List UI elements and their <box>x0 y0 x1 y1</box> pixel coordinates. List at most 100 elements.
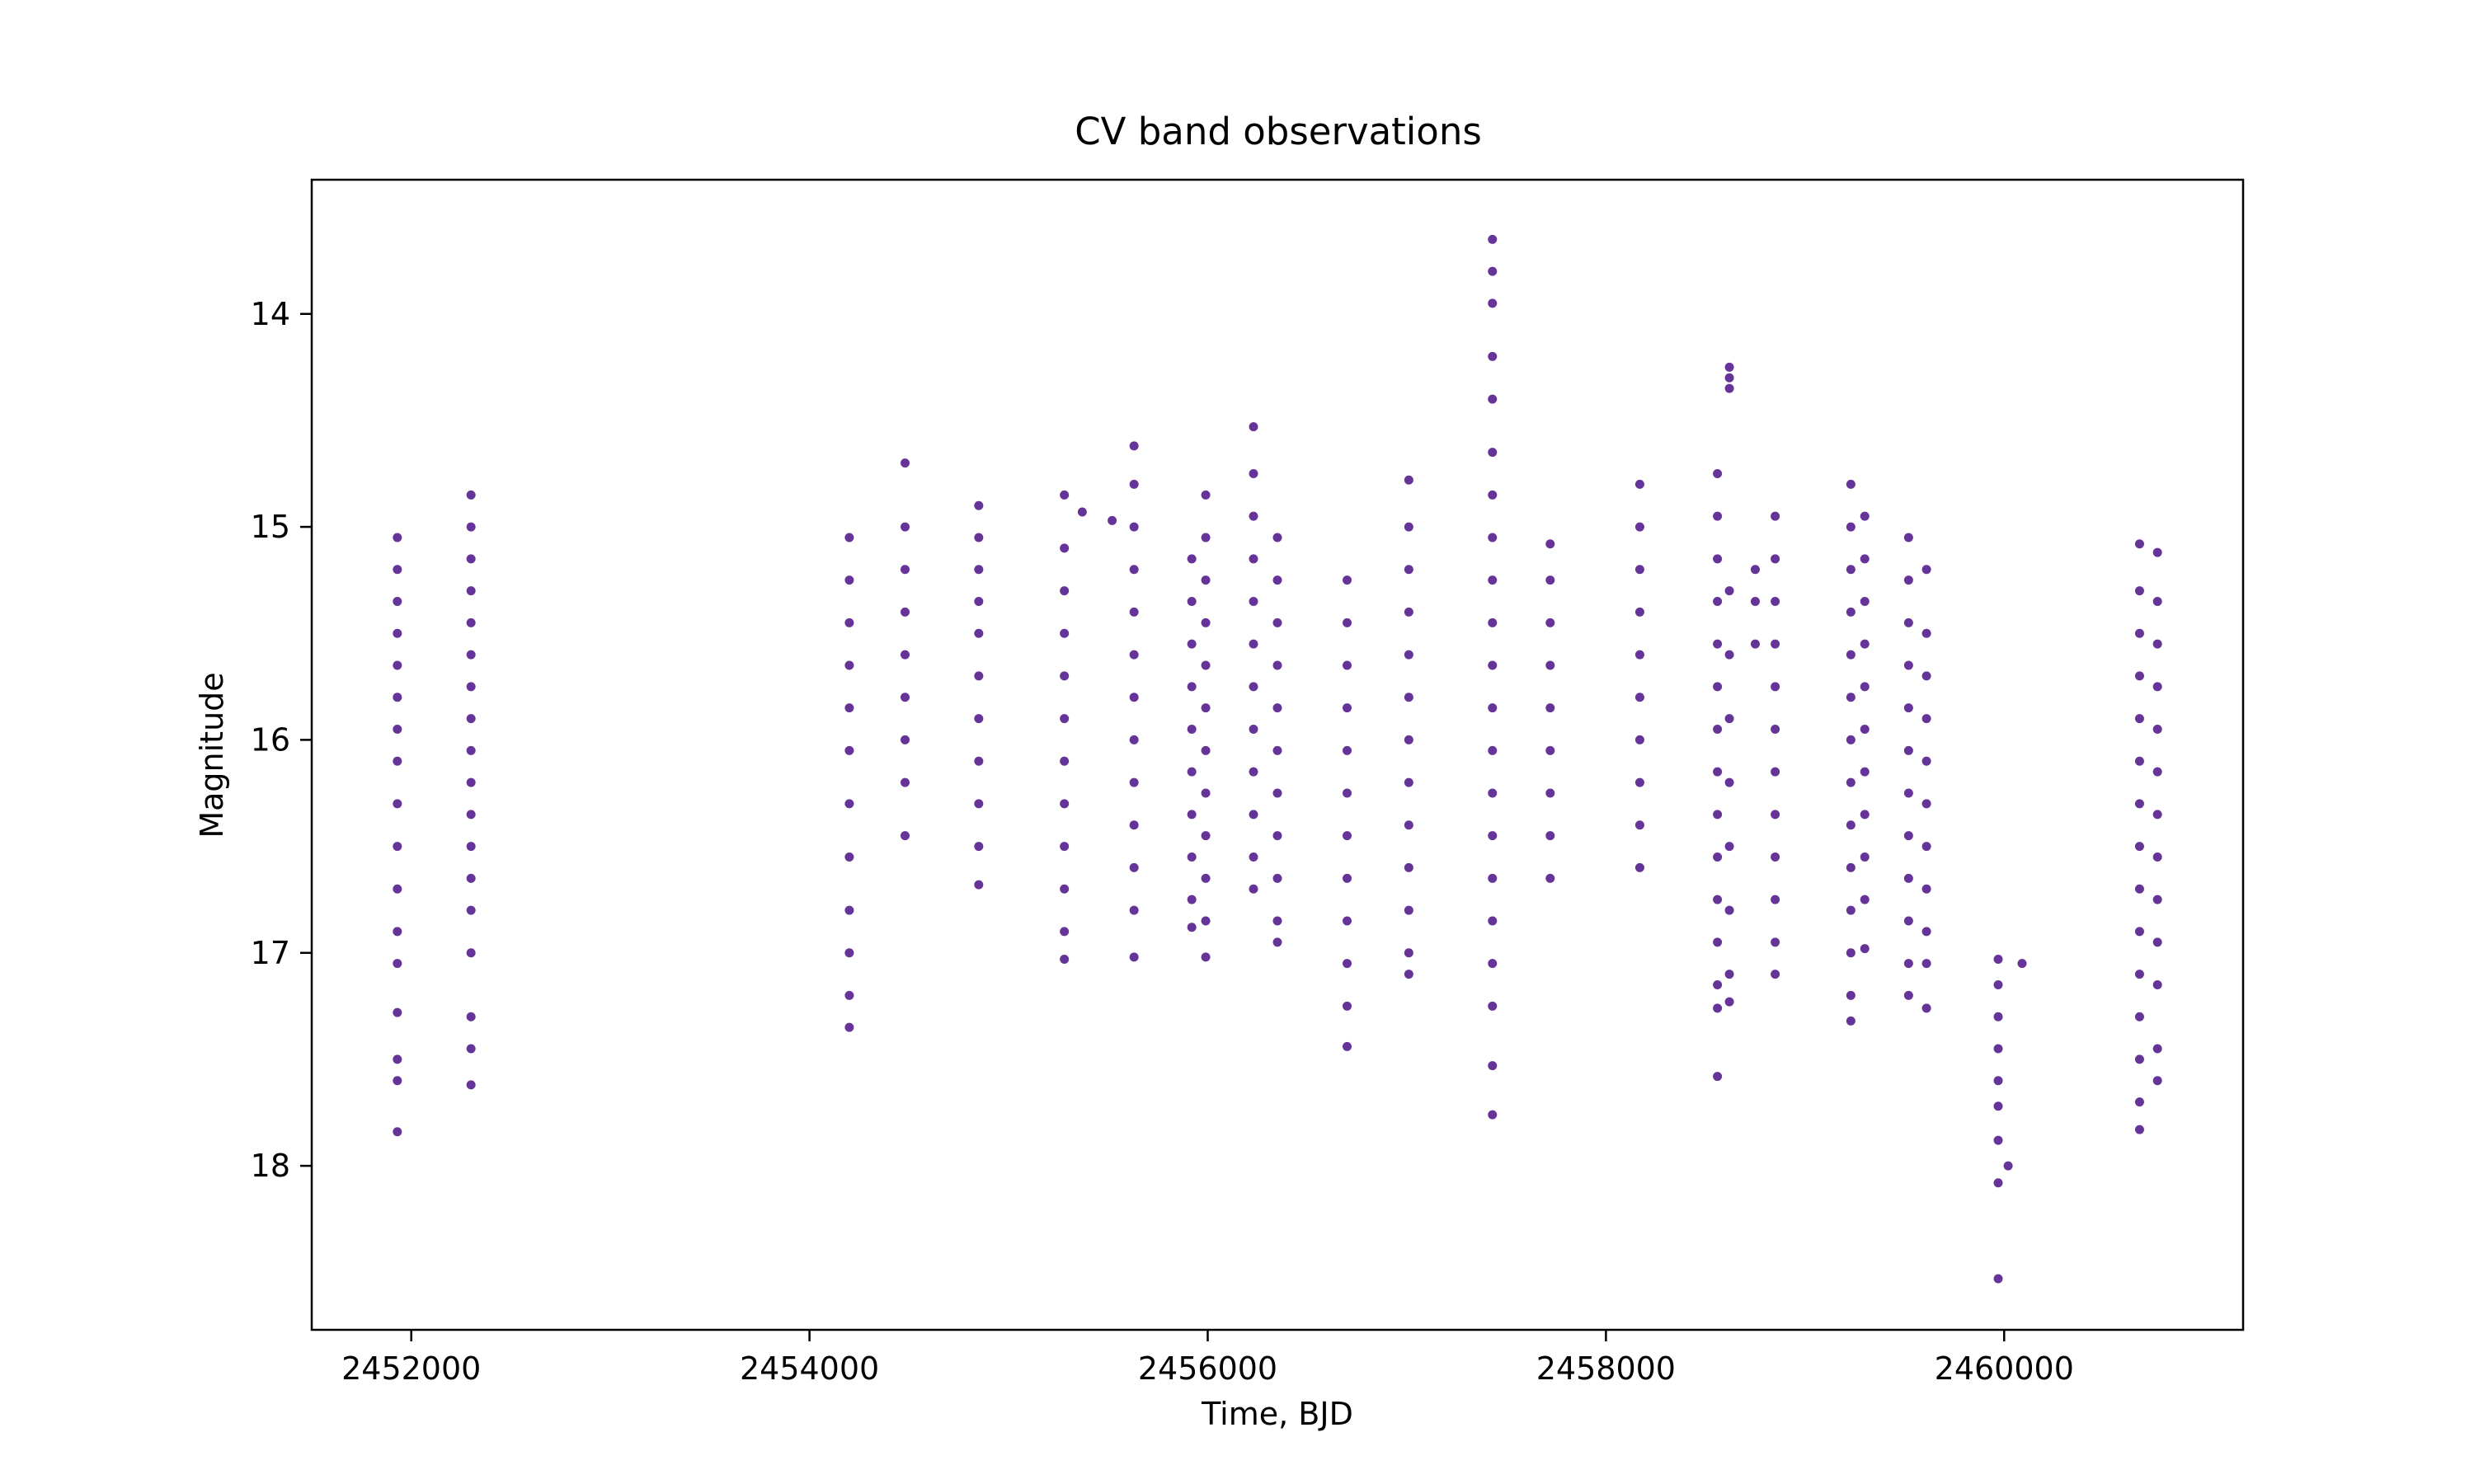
data-point <box>1404 777 1413 787</box>
data-point <box>1272 745 1282 755</box>
data-point <box>1860 767 1870 777</box>
data-point <box>1201 490 1211 500</box>
data-point <box>1921 799 1931 809</box>
data-point <box>1903 831 1913 841</box>
data-point <box>1060 586 1070 596</box>
data-point <box>1060 884 1070 894</box>
data-point <box>1060 955 1070 964</box>
data-point <box>2134 970 2144 979</box>
data-point <box>1713 1072 1723 1082</box>
data-point <box>2152 597 2162 606</box>
data-point <box>1488 916 1498 926</box>
data-point <box>1488 234 1498 244</box>
data-point <box>1201 618 1211 627</box>
data-point <box>393 1076 402 1086</box>
data-point <box>844 852 854 862</box>
data-point <box>844 948 854 958</box>
data-point <box>1903 745 1913 755</box>
data-point <box>1404 475 1413 485</box>
data-point <box>2152 937 2162 947</box>
data-point <box>1771 639 1780 649</box>
data-point <box>2134 842 2144 852</box>
data-point <box>1077 507 1087 517</box>
data-point <box>466 745 476 755</box>
data-point <box>1921 959 1931 969</box>
data-point <box>1713 810 1723 819</box>
data-point <box>1272 533 1282 542</box>
data-point <box>1903 959 1913 969</box>
data-point <box>901 693 910 702</box>
data-point <box>2152 1076 2162 1086</box>
data-point <box>466 873 476 883</box>
data-point <box>2152 980 2162 989</box>
data-point <box>1903 990 1913 1000</box>
data-point <box>974 628 984 638</box>
data-point <box>1187 810 1197 819</box>
data-point <box>1860 895 1870 904</box>
data-point <box>393 628 402 638</box>
data-point <box>1201 952 1211 962</box>
data-point <box>1860 810 1870 819</box>
data-point <box>1129 735 1139 744</box>
data-point <box>901 831 910 841</box>
data-point <box>901 565 910 575</box>
data-point <box>466 490 476 500</box>
data-point <box>2134 539 2144 549</box>
data-point <box>1750 639 1760 649</box>
data-point <box>1771 597 1780 606</box>
data-point <box>1187 923 1197 932</box>
data-point <box>466 618 476 627</box>
data-point <box>1724 970 1734 979</box>
data-point <box>1272 703 1282 713</box>
data-point <box>2152 547 2162 557</box>
data-point <box>1488 788 1498 798</box>
data-point <box>1129 441 1139 451</box>
data-point <box>1634 479 1644 489</box>
data-point <box>1993 1101 2003 1111</box>
data-point <box>844 1022 854 1032</box>
data-point <box>1129 565 1139 575</box>
data-point <box>466 905 476 915</box>
data-point <box>1860 944 1870 954</box>
data-point <box>1404 607 1413 617</box>
data-point <box>1993 1178 2003 1188</box>
data-point <box>1488 703 1498 713</box>
data-point <box>1750 597 1760 606</box>
data-point <box>901 522 910 532</box>
data-point <box>1343 703 1352 713</box>
data-point <box>1060 756 1070 766</box>
data-point <box>1846 862 1856 872</box>
data-point <box>1272 618 1282 627</box>
data-point <box>393 565 402 575</box>
data-point <box>974 714 984 724</box>
data-point <box>393 927 402 937</box>
data-point <box>1713 852 1723 862</box>
data-point <box>1488 1001 1498 1011</box>
data-point <box>1921 927 1931 937</box>
data-point <box>1249 639 1258 649</box>
data-point <box>844 533 854 542</box>
data-point <box>1060 927 1070 937</box>
data-point <box>1187 725 1197 734</box>
data-point <box>393 959 402 969</box>
data-point <box>974 671 984 681</box>
data-point <box>1545 539 1555 549</box>
data-point <box>974 533 984 542</box>
data-point <box>1545 745 1555 755</box>
data-point <box>1634 693 1644 702</box>
data-point <box>901 458 910 468</box>
data-point <box>2152 725 2162 734</box>
data-point <box>1921 1003 1931 1013</box>
data-point <box>1187 852 1197 862</box>
data-point <box>1129 820 1139 830</box>
data-point <box>466 777 476 787</box>
data-point <box>466 650 476 660</box>
data-point <box>1187 895 1197 904</box>
data-point <box>1545 873 1555 883</box>
data-point <box>1846 948 1856 958</box>
data-point <box>393 756 402 766</box>
data-point <box>1187 682 1197 692</box>
data-point <box>1713 639 1723 649</box>
x-axis-label: Time, BJD <box>1201 1396 1353 1432</box>
data-point <box>1921 565 1931 575</box>
